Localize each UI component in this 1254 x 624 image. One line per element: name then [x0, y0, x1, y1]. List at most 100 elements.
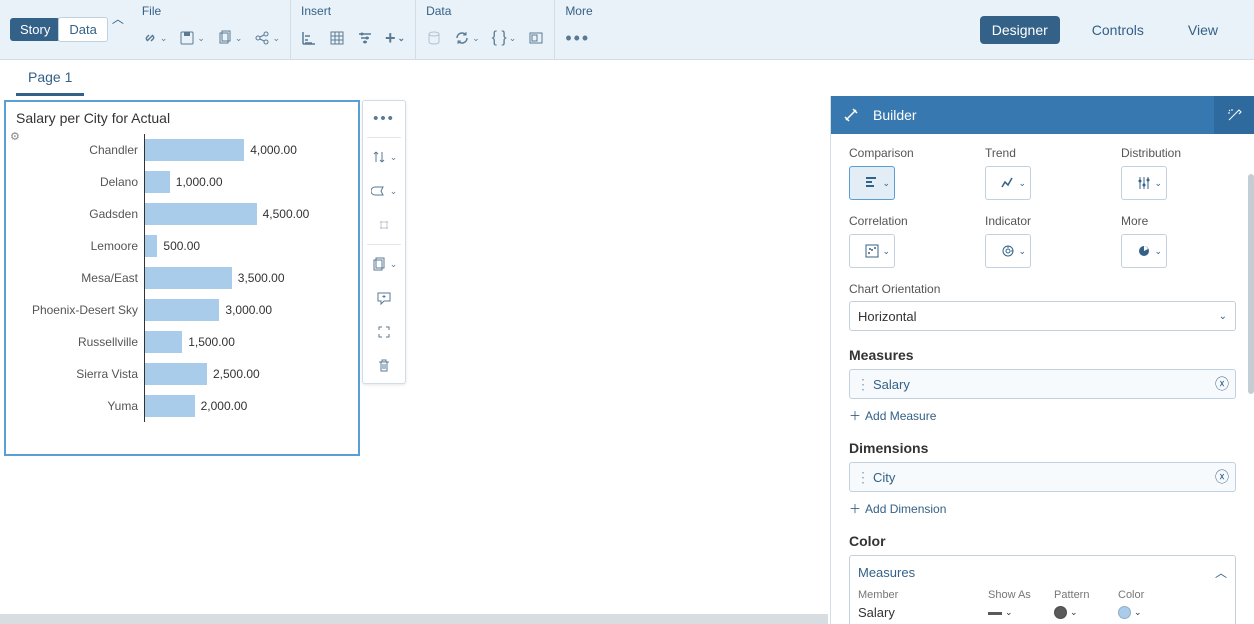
delete-icon[interactable] — [363, 349, 405, 383]
color-box-head[interactable]: Measures︿ — [858, 564, 1227, 581]
table-icon[interactable] — [329, 30, 345, 46]
ct-trend-label: Trend — [985, 146, 1085, 160]
insert-label: Insert — [301, 4, 405, 20]
controls-mode[interactable]: Controls — [1080, 16, 1156, 44]
remove-dimension-icon[interactable]: ⓧ — [1215, 467, 1229, 487]
filter-icon[interactable] — [357, 30, 373, 46]
sort-icon[interactable]: ⌄ — [363, 140, 405, 174]
bar-label: Russellville — [10, 335, 144, 349]
orientation-value: Horizontal — [858, 309, 917, 324]
bar-label: Sierra Vista — [10, 367, 144, 381]
measure-pill[interactable]: ⋮ Salary ⓧ — [849, 369, 1236, 399]
bar-fill[interactable] — [145, 267, 232, 289]
bar-track: 4,000.00 — [144, 134, 348, 166]
remove-measure-icon[interactable]: ⓧ — [1215, 374, 1229, 394]
dataset-icon[interactable] — [426, 30, 442, 46]
container-icon[interactable] — [528, 30, 544, 46]
view-mode[interactable]: View — [1176, 16, 1230, 44]
color-picker[interactable]: ⌄ — [1118, 606, 1168, 619]
bar-value: 2,000.00 — [201, 399, 248, 413]
color-box: Measures︿ Member Show As Pattern Color S… — [849, 555, 1236, 624]
row-member: Salary — [858, 605, 988, 620]
bar-value: 1,000.00 — [176, 175, 223, 189]
bar-value: 3,500.00 — [238, 271, 285, 285]
showas-picker[interactable]: ⌄ — [988, 607, 1054, 618]
add-icon[interactable]: +⌄ — [385, 28, 405, 49]
bar-fill[interactable] — [145, 363, 207, 385]
collapse-icon[interactable]: ︿ — [108, 0, 132, 59]
col-showas: Show As — [988, 589, 1054, 601]
ct-indicator-button[interactable]: ⌄ — [985, 234, 1031, 268]
ct-distribution-button[interactable]: ⌄ — [1121, 166, 1167, 200]
pattern-picker[interactable]: ⌄ — [1054, 606, 1118, 619]
link-icon[interactable]: ⌄ — [142, 30, 168, 46]
bar-label: Lemoore — [10, 239, 144, 253]
bar-value: 4,500.00 — [263, 207, 310, 221]
bar-row: Gadsden4,500.00 — [10, 198, 348, 230]
builder-body: Comparison ⌄ Trend ⌄ Distribution ⌄ — [831, 134, 1254, 624]
add-measure-link[interactable]: ＋Add Measure — [849, 407, 1236, 424]
more-label: More — [565, 4, 592, 20]
tile-more-icon[interactable]: ••• — [363, 101, 405, 135]
refresh-icon[interactable]: ⌄ — [454, 30, 480, 46]
save-icon[interactable]: ⌄ — [179, 30, 205, 46]
share-icon[interactable]: ⌄ — [254, 30, 280, 46]
fullscreen-icon[interactable] — [363, 315, 405, 349]
bar-value: 3,000.00 — [225, 303, 272, 317]
dimensions-header: Dimensions — [849, 440, 1236, 456]
data-group: Data ⌄ { }⌄ — [416, 0, 555, 59]
comment-icon[interactable] — [363, 281, 405, 315]
page-tabs: Page 1 — [0, 60, 1254, 96]
right-mode-switch: Designer Controls View — [980, 0, 1254, 59]
braces-icon[interactable]: { }⌄ — [492, 29, 517, 47]
bar-fill[interactable] — [145, 203, 257, 225]
ct-comparison-button[interactable]: ⌄ — [849, 166, 895, 200]
top-toolbar: Story Data ︿ File ⌄ ⌄ ⌄ ⌄ Insert — [0, 0, 1254, 60]
ct-comparison-label: Comparison — [849, 146, 949, 160]
wand-icon[interactable] — [1214, 96, 1254, 134]
col-pattern: Pattern — [1054, 589, 1118, 601]
bar-fill[interactable] — [145, 171, 170, 193]
ct-more-button[interactable]: ⌄ — [1121, 234, 1167, 268]
ct-correlation-label: Correlation — [849, 214, 949, 228]
bar-track: 2,500.00 — [144, 358, 348, 390]
story-mode-button[interactable]: Story — [10, 18, 60, 41]
bar-row: Sierra Vista2,500.00 — [10, 358, 348, 390]
more-icon[interactable]: ••• — [565, 28, 590, 49]
bar-row: Russellville 1,500.00 — [10, 326, 348, 358]
builder-header: Builder — [831, 96, 1254, 134]
add-dimension-link[interactable]: ＋Add Dimension — [849, 500, 1236, 517]
bar-fill[interactable] — [145, 139, 244, 161]
chart-icon[interactable] — [301, 30, 317, 46]
bar-fill[interactable] — [145, 395, 195, 417]
drill-icon[interactable] — [363, 208, 405, 242]
tools-icon — [843, 107, 859, 123]
mode-toggle: Story Data — [0, 0, 108, 59]
bar-track: 3,000.00 — [144, 294, 348, 326]
bar-fill[interactable] — [145, 331, 182, 353]
page-tab-1[interactable]: Page 1 — [16, 61, 84, 96]
bar-track: 4,500.00 — [144, 198, 348, 230]
designer-mode[interactable]: Designer — [980, 16, 1060, 44]
copy-icon[interactable]: ⌄ — [217, 30, 243, 46]
bar-value: 4,000.00 — [250, 143, 297, 157]
copy-tile-icon[interactable]: ⌄ — [363, 247, 405, 281]
bar-value: 500.00 — [163, 239, 200, 253]
orientation-select[interactable]: Horizontal ⌄ — [849, 301, 1236, 331]
bar-value: 1,500.00 — [188, 335, 235, 349]
gear-icon[interactable]: ⚙ — [10, 130, 20, 143]
bar-fill[interactable] — [145, 235, 157, 257]
bar-track: 2,000.00 — [144, 390, 348, 422]
canvas[interactable]: Salary per City for Actual ⚙ Chandler4,0… — [0, 96, 830, 624]
bar-row: Mesa/East 3,500.00 — [10, 262, 348, 294]
bar-fill[interactable] — [145, 299, 219, 321]
dimension-pill[interactable]: ⋮ City ⓧ — [849, 462, 1236, 492]
rank-icon[interactable]: ⌄ — [363, 174, 405, 208]
ct-trend-button[interactable]: ⌄ — [985, 166, 1031, 200]
chart-tile[interactable]: Salary per City for Actual ⚙ Chandler4,0… — [4, 100, 360, 456]
bar-label: Mesa/East — [10, 271, 144, 285]
ct-correlation-button[interactable]: ⌄ — [849, 234, 895, 268]
chevron-down-icon: ⌄ — [1219, 311, 1227, 322]
data-mode-button[interactable]: Data — [58, 17, 107, 42]
scrollbar[interactable] — [1246, 134, 1254, 624]
